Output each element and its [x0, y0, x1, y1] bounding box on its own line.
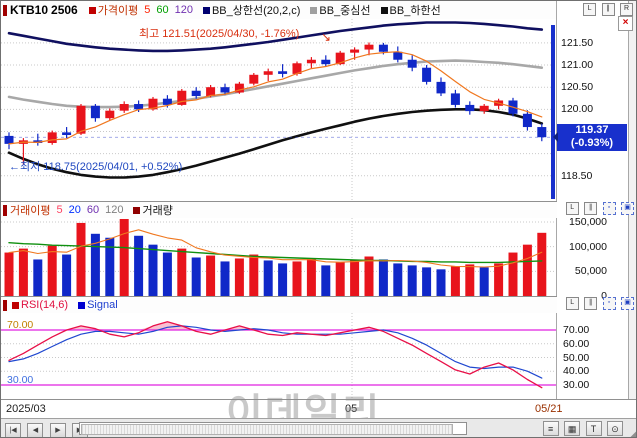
- price-range-indicator: [551, 25, 555, 199]
- current-price: 119.37: [575, 124, 609, 136]
- date-label-mid: 05: [345, 403, 358, 415]
- axis-label: 118.50: [561, 169, 593, 182]
- current-change-pct: (-0.93%): [570, 137, 614, 149]
- high-price-annotation: 최고 121.51(2025/04/30, -1.76%): [139, 28, 300, 40]
- price-ma-label: 가격이평: [97, 5, 139, 17]
- axis-label: 120.50: [561, 81, 594, 94]
- axis-label: 121.50: [561, 36, 594, 49]
- axis-label: 120.00: [561, 103, 594, 116]
- volume-swatch: [133, 206, 141, 214]
- panel-box-icon[interactable]: ▫: [602, 297, 616, 310]
- vol-ma60-label: 60: [86, 204, 100, 216]
- axis-label: 30.00: [563, 378, 590, 391]
- axis-label: 60.00: [563, 337, 590, 350]
- date-axis: 2025/03 05 05/21: [1, 399, 636, 418]
- chart-nav-buttons: |◀ ◀ ▶ ▶|: [4, 419, 89, 437]
- text-tool-icon[interactable]: T: [585, 421, 602, 436]
- layout-icon[interactable]: L: [565, 297, 579, 310]
- chart-scrollbar-thumb[interactable]: [81, 424, 453, 435]
- volume-chart[interactable]: [1, 218, 557, 296]
- low-annotation-text: 최저 118.75(2025/04/01, +0.52%): [20, 161, 183, 173]
- panel-box-filled-icon[interactable]: ▣: [621, 202, 634, 215]
- ma5-period-label: 5: [144, 4, 151, 16]
- panel-box-filled-icon[interactable]: ▣: [621, 297, 634, 310]
- volume-label: 거래량: [142, 205, 173, 217]
- rsi-swatch: [12, 301, 19, 309]
- ma60-period-label: 60: [156, 4, 169, 16]
- bb-middle-swatch: [310, 6, 318, 14]
- price-candlestick-chart[interactable]: [1, 19, 557, 201]
- signal-label: Signal: [87, 299, 118, 311]
- crosshair-icon[interactable]: ⊙: [607, 421, 623, 436]
- rsi-panel-header: RSI(14,6) Signal: [1, 296, 557, 313]
- left-arrow-icon: ←: [9, 161, 20, 173]
- vol-ma20-label: 20: [68, 204, 81, 216]
- vol-ma120-label: 120: [105, 204, 124, 216]
- split-icon[interactable]: ∥: [584, 202, 598, 215]
- split-icon[interactable]: ∥: [584, 297, 598, 310]
- volume-panel-icons: L ∥ ▫ ▣: [565, 202, 634, 220]
- axis-label: 150,000: [569, 215, 607, 228]
- rsi-overbought-label: 70.00: [7, 319, 34, 331]
- scroll-right-button[interactable]: ▶: [49, 423, 66, 437]
- rsi-label: RSI(14,6): [21, 299, 69, 311]
- rsi-chart[interactable]: [1, 313, 557, 399]
- scroll-start-button[interactable]: |◀: [5, 423, 21, 437]
- rsi-oversold-label: 30.00: [7, 374, 34, 386]
- bb-upper-label: BB_상한선(20,2,c): [211, 5, 301, 17]
- low-price-annotation: ←최저 118.75(2025/04/01, +0.52%): [9, 158, 182, 174]
- contract-code: 2506: [51, 3, 78, 17]
- signal-swatch: [78, 301, 86, 309]
- volume-panel-header: 거래이평 5 20 60 120 거래량: [1, 201, 557, 218]
- menu-icon[interactable]: ≡: [542, 421, 559, 436]
- high-annotation-arrow-icon: ↘: [321, 30, 332, 44]
- date-label-start: 2025/03: [6, 403, 46, 415]
- chart-scrollbar-track[interactable]: [79, 422, 467, 435]
- symbol-name: KTB10: [10, 3, 49, 17]
- restore-icon[interactable]: R: [620, 3, 633, 16]
- window-icons: L ∥ R: [582, 3, 633, 21]
- axis-label: 121.00: [561, 59, 594, 72]
- badge-arrow-icon: [548, 132, 558, 142]
- axis-label: 40.00: [563, 365, 590, 378]
- rsi-panel-icons: L ∥ ▫ ▣: [565, 297, 634, 315]
- panel-marker: [3, 4, 7, 16]
- ma120-period-label: 120: [174, 4, 193, 16]
- scroll-left-button[interactable]: ◀: [27, 423, 44, 437]
- bb-upper-swatch: [202, 6, 210, 14]
- bb-middle-label: BB_중심선: [319, 5, 371, 17]
- layout-icon[interactable]: L: [565, 202, 579, 215]
- panel-box-icon[interactable]: ▫: [602, 202, 616, 215]
- axis-label: 50.00: [563, 351, 590, 364]
- panel-marker: [3, 299, 7, 311]
- volume-ma-label: 거래이평: [10, 205, 51, 217]
- axis-label: 50,000: [574, 265, 607, 278]
- axis-label: 100,000: [569, 240, 607, 253]
- current-price-badge: 119.37 (-0.93%): [553, 124, 627, 151]
- axis-label: 70.00: [563, 324, 590, 337]
- layout-icon[interactable]: L: [583, 3, 597, 16]
- chart-tool-buttons: ≡ ▦ T ⊙: [542, 419, 624, 437]
- vol-ma5-label: 5: [56, 204, 63, 216]
- panel-marker: [3, 204, 7, 216]
- bottom-toolbar: |◀ ◀ ▶ ▶| ≡ ▦ T ⊙ ◢: [1, 418, 636, 437]
- resize-grip-icon[interactable]: ◢: [630, 428, 636, 437]
- split-icon[interactable]: ∥: [601, 3, 615, 16]
- price-ma-swatch: [88, 6, 96, 14]
- main-chart-header: KTB10 2506 가격이평 5 60 120 BB_상한선(20,2,c) …: [1, 1, 557, 19]
- grid-icon[interactable]: ▦: [564, 421, 581, 436]
- axis-label: 0: [601, 290, 607, 302]
- bb-lower-label: BB_하한선: [389, 5, 441, 17]
- bb-lower-swatch: [380, 6, 388, 14]
- date-label-end: 05/21: [535, 403, 563, 415]
- close-button[interactable]: ×: [618, 16, 633, 31]
